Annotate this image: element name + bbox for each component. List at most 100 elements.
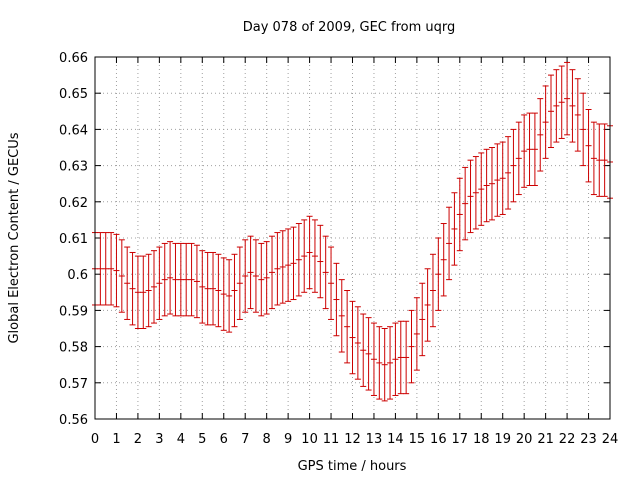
data-point [317,224,324,299]
chart-title: Day 078 of 2009, GEC from uqrg [243,20,456,35]
data-point [151,250,158,324]
data-point [285,228,292,302]
x-tick-label: 20 [516,432,533,447]
y-axis-label: Global Electron Content / GECUs [7,132,22,343]
x-tick-label: 21 [537,432,554,447]
data-point [97,232,104,306]
data-point [435,237,442,311]
data-point [247,235,254,310]
data-point [505,136,512,210]
data-point [585,108,592,183]
data-point [596,123,603,197]
x-tick-label: 23 [580,432,597,447]
data-point [446,206,453,281]
data-point [397,320,404,395]
x-tick-label: 12 [344,432,361,447]
data-point [242,239,249,313]
data-point [553,69,560,143]
data-point [274,232,281,306]
data-point [462,166,469,241]
y-tick-label: 0.58 [59,341,88,356]
y-tick-label: 0.6 [67,268,88,283]
data-point [456,177,463,252]
data-point [215,253,222,328]
data-point [542,85,549,159]
x-tick-label: 22 [559,432,576,447]
x-tick-label: 1 [112,432,120,447]
x-tick-label: 17 [452,432,469,447]
data-point [183,242,190,317]
data-point [134,255,141,329]
data-point [488,147,495,221]
data-point [451,192,458,266]
y-tick-label: 0.63 [59,160,88,175]
x-tick-label: 4 [177,432,185,447]
data-point [580,92,587,167]
x-tick-label: 14 [387,432,404,447]
data-point [124,246,131,320]
data-point [547,74,554,148]
x-tick-label: 19 [494,432,511,447]
data-point [478,152,485,226]
data-point [210,251,217,326]
data-point [472,156,479,230]
x-tick-label: 6 [220,432,228,447]
data-point [569,69,576,143]
data-point [252,239,259,313]
x-tick-label: 18 [473,432,490,447]
y-tick-label: 0.64 [59,123,88,138]
data-point [494,143,501,217]
y-tick-label: 0.61 [59,232,88,247]
data-point [424,268,431,342]
y-tick-label: 0.62 [59,196,88,211]
data-point [515,121,522,196]
data-point [338,279,345,353]
data-point [349,300,356,375]
data-point [145,253,152,328]
data-point [381,328,388,402]
data-point [118,239,125,313]
data-point [199,250,206,324]
x-tick-label: 3 [155,432,163,447]
data-point [408,309,415,384]
data-point [279,230,286,304]
data-point [140,255,147,329]
data-point [521,114,528,188]
data-point [483,148,490,223]
data-point [354,306,361,380]
data-point [360,313,367,387]
x-tick-label: 5 [198,432,206,447]
data-point [376,326,383,400]
data-point [204,251,211,326]
data-point [269,235,276,310]
data-point [301,219,308,293]
data-point [499,141,506,215]
data-point [172,242,179,317]
data-point [161,242,168,317]
data-point [226,259,233,333]
data-point [108,232,115,306]
x-tick-label: 8 [263,432,271,447]
x-tick-label: 2 [134,432,142,447]
data-point [193,244,200,319]
data-point [328,246,335,320]
data-point [156,246,163,320]
data-point [311,219,318,293]
data-point [236,246,243,320]
data-point [370,322,377,396]
data-point [419,282,426,357]
data-point [413,297,420,371]
data-marks [92,61,613,402]
data-point [333,262,340,337]
data-point [322,235,329,310]
data-point [177,242,184,317]
data-point [429,253,436,328]
y-tick-label: 0.65 [59,87,88,102]
x-tick-label: 11 [323,432,340,447]
data-point [231,253,238,328]
y-tick-label: 0.66 [59,51,88,66]
data-point [537,98,544,172]
data-point [392,322,399,396]
data-point [590,121,597,196]
